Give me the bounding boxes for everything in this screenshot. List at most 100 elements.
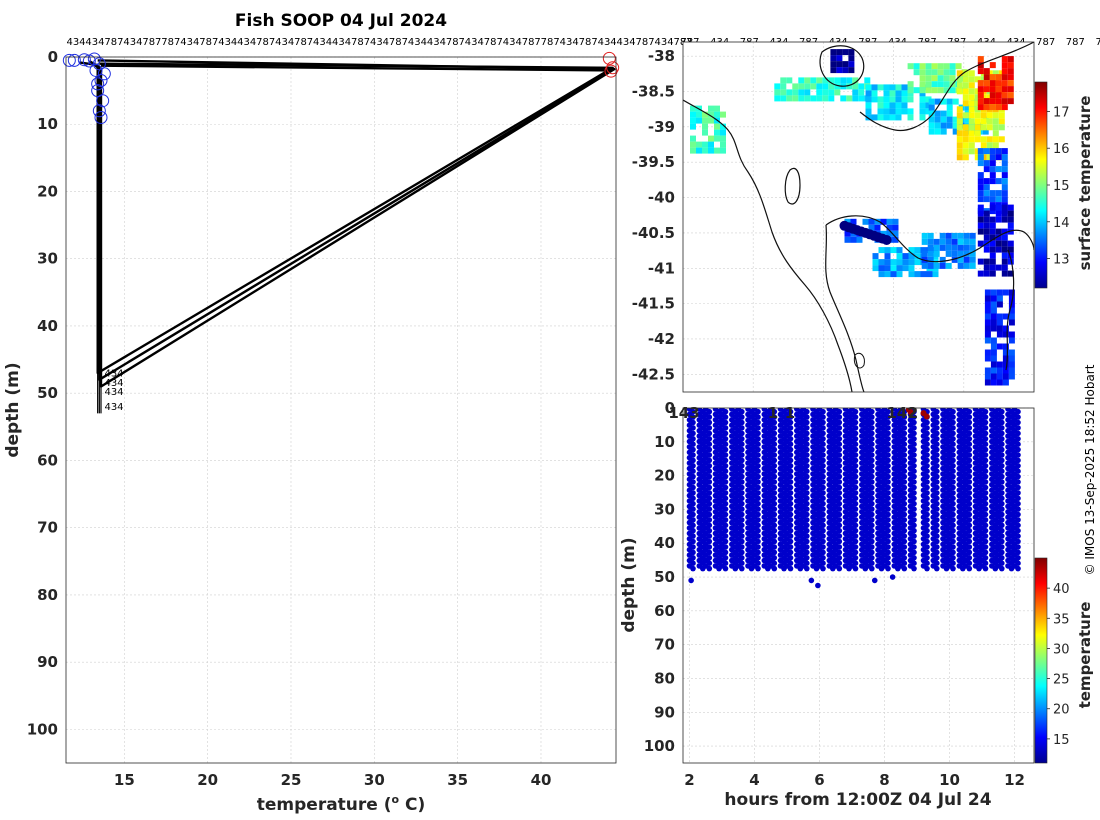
map-sst-cell — [696, 147, 702, 154]
map-sst-cell — [974, 118, 981, 125]
map-sst-cell — [690, 123, 696, 130]
map-sst-cell — [996, 301, 1003, 308]
map-sst-cell — [1008, 289, 1015, 296]
map-sst-cell — [995, 74, 1002, 81]
map-sst-cell — [977, 270, 984, 277]
map-sst-cell — [1001, 204, 1008, 211]
section-stray-point — [871, 577, 878, 584]
map-sst-cell — [995, 92, 1002, 99]
map-sst-cell — [962, 70, 969, 77]
map-sst-cell — [868, 218, 875, 225]
map-sst-cell — [989, 166, 996, 173]
map-sst-cell — [962, 136, 969, 143]
section-y-tick: 90 — [654, 703, 675, 721]
map-sst-cell — [1008, 295, 1015, 302]
map-sst-cell — [925, 108, 932, 115]
profile-x-ticks: 15 20 25 30 35 40 — [114, 771, 552, 789]
map-sst-cell — [702, 129, 708, 136]
section-stray-point — [688, 577, 694, 584]
map-sst-cell — [810, 95, 817, 102]
map-sst-cell — [995, 154, 1002, 161]
map-sst-cell — [984, 349, 991, 356]
map-sst-cell — [995, 196, 1002, 203]
map-sst-cell — [974, 112, 981, 119]
map-sst-cell — [1007, 68, 1014, 75]
profile-top-label: 787 — [446, 37, 465, 48]
profile-frame — [65, 56, 617, 764]
map-sst-cell — [834, 89, 841, 96]
map-sst-cell — [1007, 210, 1014, 217]
map-sst-cell — [822, 95, 829, 102]
map-sst-cell — [969, 244, 976, 251]
map-sst-cell — [931, 87, 938, 94]
map-sst-cell — [1001, 234, 1008, 241]
map-sst-cell — [937, 63, 944, 70]
map-sst-cell — [990, 349, 997, 356]
map-sst-cell — [702, 141, 708, 148]
map-sst-cell — [690, 117, 696, 124]
map-sst-cell — [928, 122, 935, 129]
map-sst-cell — [990, 325, 997, 332]
section-point — [966, 565, 973, 572]
map-sst-cell — [995, 246, 1002, 253]
map-sst-cell — [914, 247, 921, 254]
map-sst-cell — [990, 307, 997, 314]
map-sst-cell — [928, 110, 935, 117]
section-point — [690, 565, 696, 572]
profile-top-label: 434 — [85, 37, 104, 48]
section-x-ticks: 2 4 6 8 10 12 — [684, 771, 1025, 789]
section-colorbar-tick: 35 — [1053, 612, 1070, 627]
map-sst-cell — [792, 89, 799, 96]
map-sst-cell — [982, 128, 989, 135]
map-sst-cell — [877, 108, 884, 115]
section-top-label: 1 — [785, 404, 795, 422]
profile-x-tick: 30 — [364, 771, 385, 789]
map-sst-cell — [977, 92, 984, 99]
map-sst-cell — [990, 337, 997, 344]
profile-top-label: 787 — [142, 37, 161, 48]
map-sst-cell — [946, 110, 953, 117]
map-sst-cell — [984, 313, 991, 320]
map-sst-cell — [963, 262, 970, 269]
map-sst-cell — [919, 69, 926, 76]
map-sst-cell — [884, 247, 891, 254]
map-sst-cell — [830, 67, 837, 74]
map-sst-cell — [992, 142, 999, 149]
map-sst-cell — [962, 76, 969, 83]
map-sst-cell — [856, 236, 863, 243]
map-sst-cell — [1007, 74, 1014, 81]
section-point — [787, 565, 794, 572]
map-sst-cell — [968, 106, 975, 113]
section-point — [885, 565, 891, 572]
map-sst-cell — [877, 114, 884, 121]
map-sst-cell — [901, 108, 908, 115]
map-sst-cell — [995, 80, 1002, 87]
map-sst-cell — [977, 184, 984, 191]
map-sst-cell — [974, 136, 981, 143]
map-sst-cell — [880, 218, 887, 225]
section-point — [999, 565, 1005, 572]
profile-start-marker — [91, 77, 105, 91]
map-sst-cell — [995, 204, 1002, 211]
map-sst-cell — [774, 83, 781, 90]
map-sst-cell — [984, 355, 991, 362]
profile-top-label: 434 — [598, 37, 617, 48]
map-sst-cell — [956, 106, 963, 113]
coastline-tasmania-north — [825, 215, 1034, 263]
map-sst-cell — [810, 77, 817, 84]
map-sst-cell — [868, 224, 875, 231]
map-sst-cell — [964, 104, 971, 111]
map-sst-cell — [1001, 166, 1008, 173]
profile-top-label: 787 — [351, 37, 370, 48]
profile-top-label: 787 — [389, 37, 408, 48]
map-sst-cell — [816, 83, 823, 90]
map-sst-cell — [989, 148, 996, 155]
map-sst-cell — [690, 147, 696, 154]
map-sst-cell — [836, 55, 843, 62]
map-sst-cell — [872, 259, 879, 266]
map-sst-cell — [896, 259, 903, 266]
map-sst-cell — [852, 77, 859, 84]
small-island — [853, 352, 865, 369]
map-sst-cell — [983, 222, 990, 229]
map-sst-cell — [983, 196, 990, 203]
